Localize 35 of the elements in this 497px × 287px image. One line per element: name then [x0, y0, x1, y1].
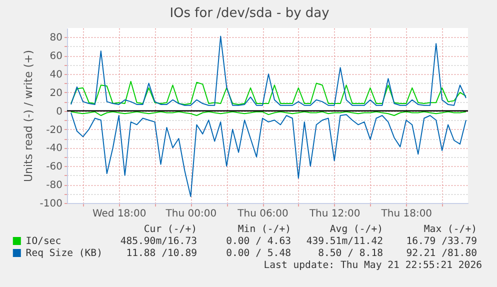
y-tick-label: -80 [46, 180, 62, 192]
text: 0.00 / 4.63 [226, 236, 292, 247]
y-tick-label: -20 [46, 124, 62, 136]
text: Max (-/+) [424, 224, 477, 235]
text: Last update: Thu May 21 22:55:21 2026 [264, 260, 482, 271]
y-axis-title: Units read (-) / write (+) [22, 50, 35, 182]
x-tick-label: Wed 18:00 [92, 208, 146, 220]
text: 485.90m/16.73 [120, 236, 198, 247]
y-tick-label: 20 [50, 88, 62, 99]
text: Cur (-/+) [144, 224, 197, 235]
legend-label: IO/sec [26, 236, 62, 247]
line-series [70, 36, 467, 106]
text: 92.21 /81.80 [406, 248, 478, 259]
chart-title: IOs for /dev/sda - by day [170, 6, 330, 21]
text: 16.79 /33.79 [406, 236, 478, 247]
y-tick-label: 0 [56, 106, 62, 118]
x-tick-label: Thu 00:00 [164, 208, 217, 220]
text: 8.50 / 8.18 [318, 248, 384, 259]
text: Avg (-/+) [330, 224, 383, 235]
y-tick-label: 60 [50, 51, 62, 62]
text: Min (-/+) [238, 224, 291, 235]
line-series [70, 112, 467, 198]
y-tick-label: -40 [46, 143, 62, 154]
x-tick-label: Thu 12:00 [308, 208, 360, 220]
text: 11.88 /10.89 [126, 248, 198, 259]
x-tick-label: Thu 06:00 [236, 208, 288, 220]
y-tick-label: -60 [46, 162, 62, 173]
y-tick-label: 40 [50, 70, 62, 81]
text: 0.00 / 5.48 [226, 248, 292, 259]
y-tick-label: -100 [40, 198, 62, 210]
line-series [70, 80, 467, 105]
text: 439.51m/11.42 [306, 236, 384, 247]
x-tick-label: Thu 18:00 [380, 208, 432, 220]
y-tick-label: 80 [50, 32, 62, 44]
legend-label: Req Size (KB) [26, 248, 102, 259]
